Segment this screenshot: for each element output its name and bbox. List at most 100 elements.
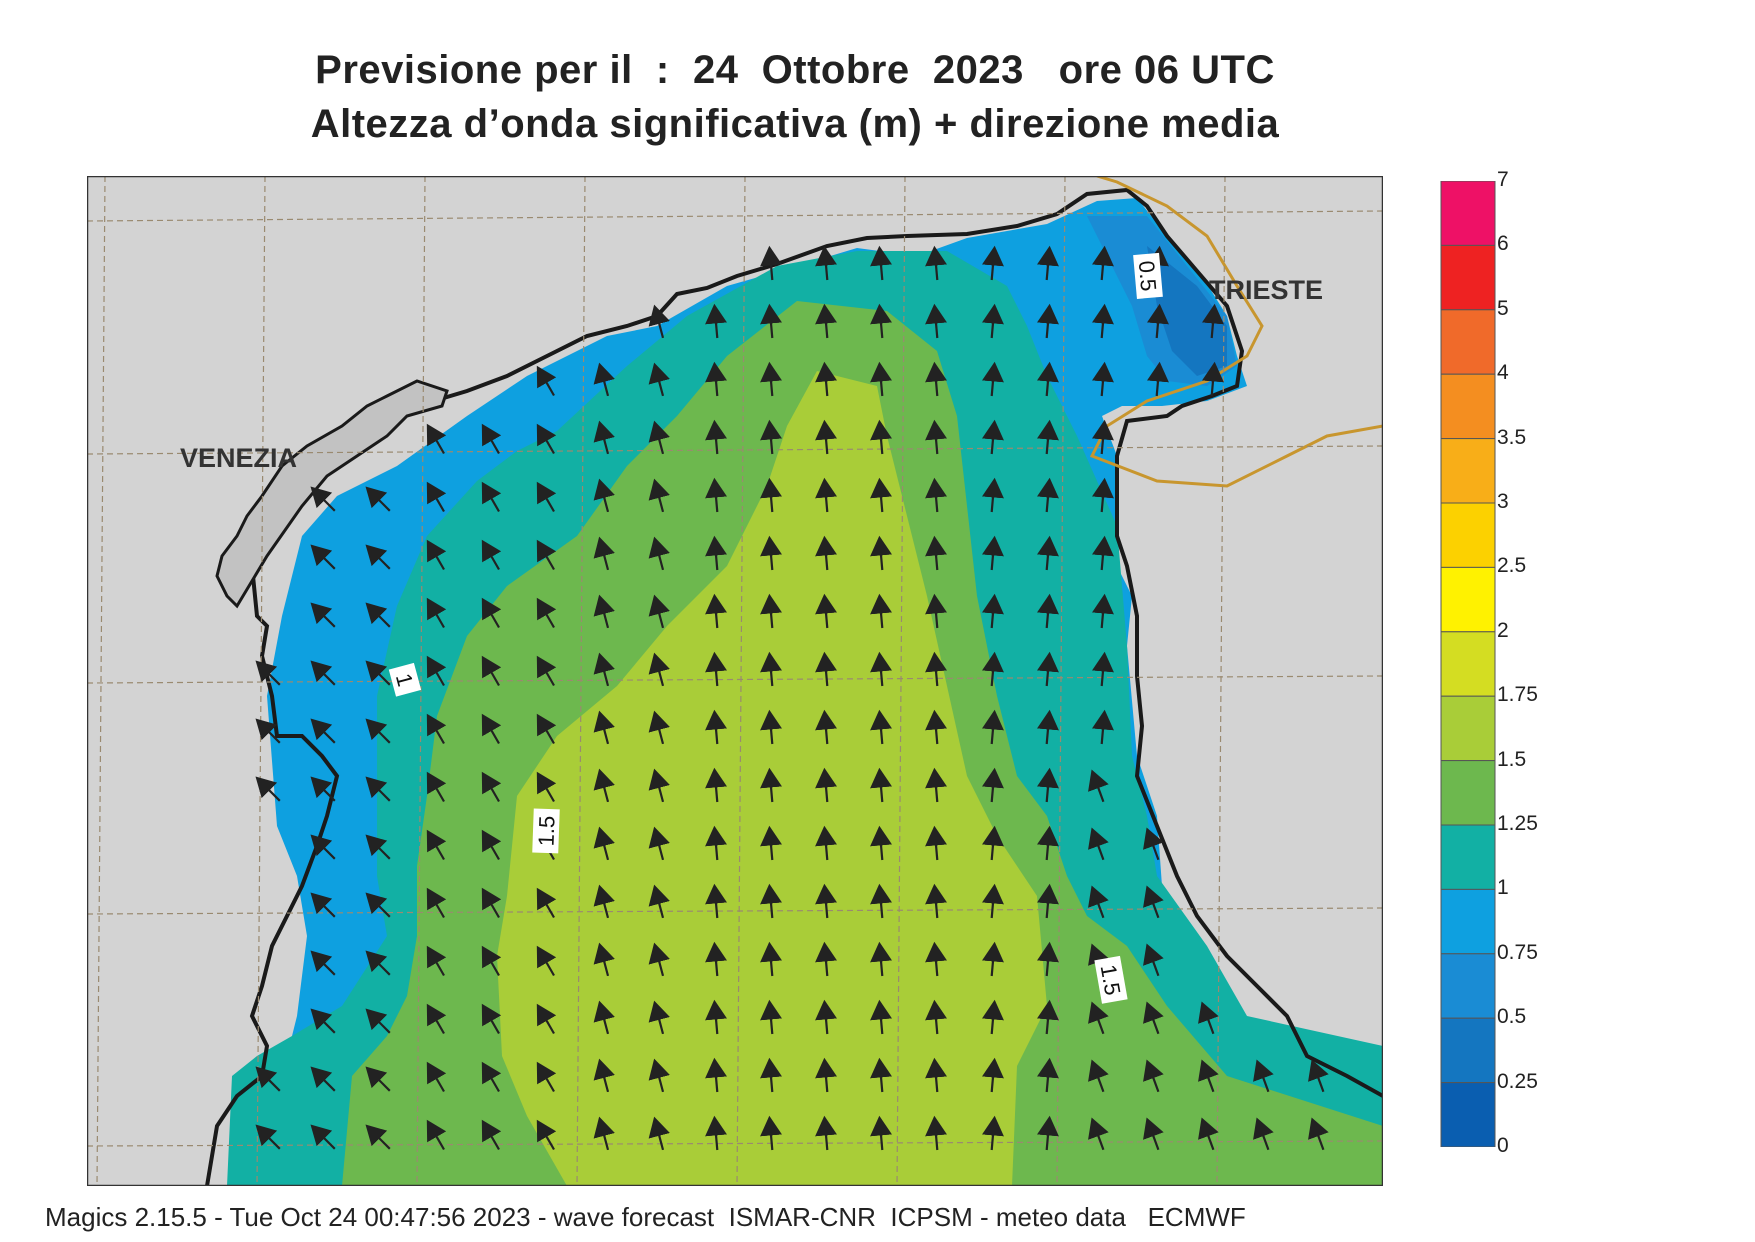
direction-arrow [705,941,727,977]
direction-arrow [870,709,892,745]
legend-label: 3.5 [1497,425,1527,449]
direction-arrow [648,884,670,919]
direction-arrow [815,477,837,513]
legend-box [1440,244,1496,311]
direction-arrow [925,419,947,455]
direction-arrow [982,767,1004,803]
direction-arrow [426,887,447,919]
direction-arrow [925,303,947,339]
direction-arrow [481,945,502,977]
direction-arrow [426,945,447,977]
direction-arrow [760,651,782,687]
direction-arrow [982,303,1004,339]
direction-arrow [365,950,391,976]
direction-arrow [365,834,391,860]
graticule [87,176,1383,1186]
legend-label: 3 [1497,490,1509,513]
direction-arrow [815,535,837,571]
direction-arrow [870,303,892,339]
direction-arrow [593,884,615,919]
direction-arrow [648,420,670,455]
direction-arrow [870,593,892,629]
legend-box [1440,824,1496,890]
direction-arrow [426,655,447,687]
direction-arrow [705,999,727,1035]
direction-arrow [310,950,336,976]
direction-arrow [925,535,947,571]
direction-arrow [1092,651,1114,687]
direction-arrow [705,825,727,861]
direction-arrow [310,892,336,918]
direction-arrow [1037,245,1059,281]
direction-arrow [593,536,615,571]
direction-arrow [481,1003,502,1035]
direction-arrow [982,535,1004,571]
direction-arrow [1198,1001,1219,1035]
direction-arrow [982,361,1004,397]
direction-arrow [648,304,670,339]
direction-arrow [982,419,1004,455]
legend-label: 2.5 [1497,554,1527,578]
direction-arrow [481,713,502,745]
legend-box [1440,181,1496,246]
direction-arrow [870,1115,892,1151]
direction-arrow [1143,1117,1164,1151]
direction-arrow [310,1066,336,1092]
direction-arrow [815,941,837,977]
direction-arrow [925,941,947,977]
direction-arrow [705,477,727,513]
colour-legend [1440,181,1496,1147]
direction-arrow [760,361,782,397]
direction-arrow [255,660,281,686]
city-label-trieste: TRIESTE [1209,275,1323,305]
direction-arrow [426,539,447,571]
direction-arrow [705,651,727,687]
direction-arrow [1037,593,1059,629]
direction-arrow [760,245,782,281]
direction-arrow [536,771,557,803]
direction-arrow [705,361,727,397]
direction-arrow [982,1115,1004,1151]
direction-arrow [982,999,1004,1035]
contour-label-0.5-text: 0.5 [1134,260,1162,293]
direction-arrow [1092,419,1114,455]
direction-arrow [426,1003,447,1035]
direction-arrow [982,883,1004,919]
direction-arrow [1202,361,1224,397]
direction-arrow [536,597,557,629]
direction-arrow [648,1116,670,1151]
direction-arrow [815,825,837,861]
direction-arrow [870,825,892,861]
contour-label-0.5: 0.5 [1133,252,1163,299]
direction-arrow [481,1119,502,1151]
direction-arrow [705,303,727,339]
direction-arrow [925,999,947,1035]
direction-arrow [760,1115,782,1151]
title-line-2: Altezza d’onda significativa (m) + direz… [310,102,1280,146]
direction-arrow [705,593,727,629]
direction-arrow [1037,999,1059,1035]
direction-arrow [760,535,782,571]
direction-arrow [365,1008,391,1034]
direction-arrow [925,245,947,281]
direction-arrow [365,892,391,918]
direction-arrow [1202,303,1224,339]
direction-arrow [705,709,727,745]
direction-arrow [815,593,837,629]
legend-label: 0.25 [1497,1069,1538,1093]
legend-label: 1.25 [1497,812,1538,835]
direction-arrow [1143,827,1164,861]
direction-arrow [705,1057,727,1093]
direction-arrow [1088,885,1109,919]
legend-box [1440,373,1496,440]
direction-arrow [982,709,1004,745]
direction-arrow [760,883,782,919]
legend-label: 1.5 [1497,747,1527,771]
direction-arrow [310,486,336,512]
direction-arrow [536,945,557,977]
direction-arrow [1143,943,1164,977]
direction-arrow [760,709,782,745]
direction-arrow [481,655,502,687]
direction-arrow [310,544,336,570]
map-frame [87,176,1383,1186]
